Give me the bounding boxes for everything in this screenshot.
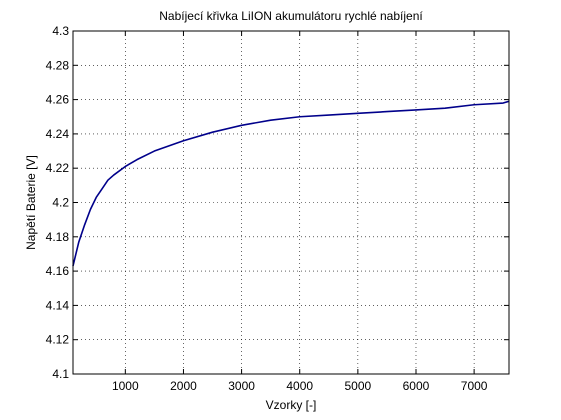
y-axis-label: Napětí Baterie [V] [24, 155, 38, 250]
y-tick-label: 4.28 [46, 58, 70, 72]
chart-title: Nabíjecí křivka LiION akumulátoru rychlé… [159, 9, 423, 23]
y-tick-label: 4.18 [46, 230, 70, 244]
y-tick-label: 4.22 [46, 161, 70, 175]
x-tick-label: 3000 [228, 379, 255, 393]
y-tick-label: 4.12 [46, 333, 70, 347]
y-tick-label: 4.2 [52, 196, 69, 210]
x-tick-label: 2000 [170, 379, 197, 393]
y-tick-label: 4.24 [46, 127, 70, 141]
x-axis-label: Vzorky [-] [266, 398, 317, 412]
y-tick-label: 4.14 [46, 298, 70, 312]
plot-area [73, 31, 509, 374]
y-tick-label: 4.26 [46, 93, 70, 107]
tick-labels: 1000 2000 3000 4000 5000 6000 7000 4.1 4.12 4.14 4… [46, 24, 488, 393]
x-tick-label: 4000 [286, 379, 313, 393]
series-line [72, 100, 510, 267]
x-tick-label: 1000 [112, 379, 139, 393]
x-tick-label: 6000 [403, 379, 430, 393]
y-tick-label: 4.1 [52, 367, 69, 381]
plot-frame [72, 30, 510, 375]
y-tick-label: 4.16 [46, 264, 70, 278]
series-group [72, 100, 510, 267]
x-tick-label: 7000 [461, 379, 488, 393]
y-tick-label: 4.3 [52, 24, 69, 38]
x-tick-label: 5000 [345, 379, 372, 393]
